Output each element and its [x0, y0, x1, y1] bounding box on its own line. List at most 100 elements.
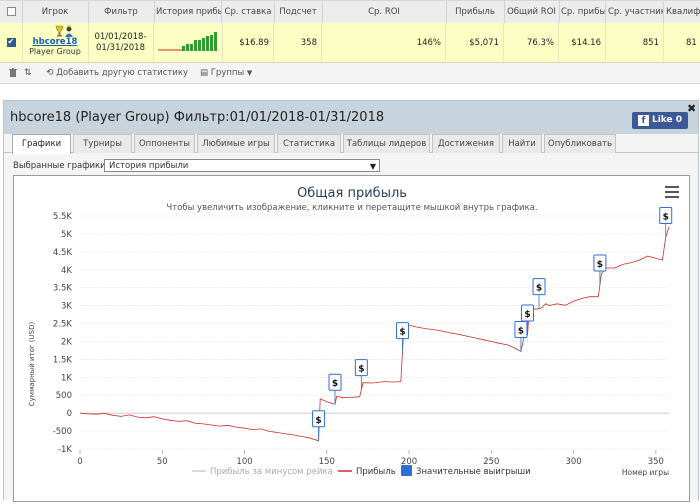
big-win-marker[interactable]: $: [659, 207, 673, 238]
tab-tournaments[interactable]: Турниры: [73, 134, 132, 153]
x-tick-label: 300: [565, 457, 581, 467]
y-tick-label: 5K: [61, 230, 72, 240]
facebook-icon: f: [637, 115, 649, 126]
col-profit[interactable]: Прибыль: [446, 1, 505, 23]
y-tick-label: -1K: [58, 445, 72, 455]
x-tick-label: 150: [319, 457, 335, 467]
chart-grid: [80, 215, 669, 450]
chart-select-value: История прибыли: [109, 161, 189, 171]
big-win-marker[interactable]: $: [514, 320, 528, 352]
col-avg-profit[interactable]: Ср. прибыль: [559, 1, 606, 23]
y-tick-label: 2K: [61, 337, 72, 347]
chart-title: Общая прибыль: [297, 186, 407, 201]
dropdown-arrow-icon: ▼: [369, 162, 376, 171]
col-avg-entrants[interactable]: Ср. участники: [606, 1, 664, 23]
y-tick-label: 3K: [61, 302, 72, 312]
add-stat-label: Добавить другую статистику: [56, 68, 189, 78]
sort-icon[interactable]: ⇅: [24, 68, 32, 78]
facebook-like-button[interactable]: f Like 0: [632, 112, 688, 129]
big-win-marker[interactable]: $: [354, 359, 368, 390]
avg-profit-cell: $14.16: [559, 23, 606, 62]
y-tick-label: 0: [67, 409, 72, 419]
select-all-checkbox[interactable]: [6, 7, 16, 16]
chart-select[interactable]: История прибыли ▼: [104, 159, 380, 172]
col-qualification[interactable]: Квалификация: [666, 7, 700, 17]
panel-header: hbcore18 (Player Group) Фильтр:01/01/201…: [4, 101, 698, 134]
col-avg-stake[interactable]: Ср. ставка: [222, 1, 275, 23]
svg-text:$: $: [597, 260, 603, 270]
col-total-roi[interactable]: Общий ROI: [504, 1, 560, 23]
profit-history-cell[interactable]: [154, 23, 223, 62]
refresh-icon: ⟲: [46, 68, 54, 78]
tab-publish[interactable]: Опубликовать: [544, 134, 616, 153]
big-win-marker[interactable]: $: [593, 254, 607, 286]
select-all-cell[interactable]: [0, 1, 23, 23]
y-tick-label: 1K: [61, 373, 72, 383]
avg-roi-cell: 146%: [322, 23, 446, 62]
row-select-cell[interactable]: [0, 23, 23, 62]
table-row[interactable]: hbcore18 Player Group 01/01/2018-01/31/2…: [0, 23, 700, 63]
legend-rake-label[interactable]: Прибыль за минусом рейка: [210, 467, 333, 477]
big-win-marker[interactable]: $: [312, 410, 326, 441]
chart-select-label: Выбранные графики:: [13, 161, 109, 171]
y-tick-label: 4.5K: [53, 248, 73, 258]
svg-text:$: $: [663, 213, 669, 223]
trophy-icon: [55, 24, 73, 37]
trash-icon[interactable]: [9, 68, 17, 80]
legend-bigwin-label[interactable]: Значительные выигрыши: [416, 467, 531, 477]
col-profit-history[interactable]: История прибыли: [154, 1, 222, 23]
svg-text:$: $: [536, 284, 542, 294]
filter-cell: 01/01/2018-01/31/2018: [88, 23, 154, 62]
like-label: Like 0: [651, 115, 683, 125]
big-win-marker[interactable]: $: [328, 373, 342, 405]
legend-profit-label[interactable]: Прибыль: [356, 467, 396, 477]
y-tick-label: 4K: [61, 266, 72, 276]
player-name-link[interactable]: hbcore18: [32, 37, 78, 47]
svg-text:$: $: [399, 328, 405, 338]
big-win-marker[interactable]: $: [395, 322, 409, 353]
groups-label: Группы: [210, 68, 245, 78]
panel-title: hbcore18 (Player Group) Фильтр:01/01/201…: [10, 110, 385, 125]
y-tick-label: 5.5K: [53, 212, 73, 222]
chart-subtitle: Чтобы увеличить изображение, кликните и …: [166, 203, 537, 213]
tab-statistics[interactable]: Статистика: [277, 134, 341, 153]
profit-cell: $5,071: [446, 23, 504, 62]
profit-series-line: [79, 226, 670, 442]
profit-chart[interactable]: Общая прибыль Чтобы увеличить изображени…: [14, 176, 689, 501]
close-icon[interactable]: ✖: [687, 102, 697, 115]
player-panel: hbcore18 (Player Group) Фильтр:01/01/201…: [3, 100, 699, 502]
col-count[interactable]: Подсчет: [274, 1, 323, 23]
svg-text:$: $: [315, 416, 321, 426]
x-tick-label: 200: [401, 457, 417, 467]
svg-text:$: $: [524, 310, 530, 320]
svg-text:$: $: [332, 379, 338, 389]
tab-achievements[interactable]: Достижения: [432, 134, 500, 153]
player-icons: [54, 24, 76, 41]
col-filter[interactable]: Фильтр: [88, 1, 155, 23]
tab-opponents[interactable]: Оппоненты: [134, 134, 195, 153]
chart-menu-icon[interactable]: [665, 186, 679, 198]
x-tick-label: 50: [157, 457, 168, 467]
chart-container[interactable]: Общая прибыль Чтобы увеличить изображени…: [13, 175, 690, 502]
tab-favorite-games[interactable]: Любимые игры: [197, 134, 275, 153]
tab-charts[interactable]: Графики: [12, 134, 71, 154]
tab-leaderboards[interactable]: Таблицы лидеров: [343, 134, 430, 153]
col-player[interactable]: Игрок: [22, 1, 89, 23]
add-stat-link[interactable]: ⟲ Добавить другую статистику: [46, 68, 188, 78]
chevron-down-icon: ▼: [246, 69, 253, 77]
y-tick-label: -500: [53, 427, 72, 437]
x-tick-label: 250: [483, 457, 499, 467]
big-win-marker[interactable]: $: [532, 278, 546, 309]
x-tick-label: 350: [648, 457, 664, 467]
big-win-marker[interactable]: $: [521, 304, 535, 336]
col-avg-roi[interactable]: Ср. ROI: [322, 1, 447, 23]
row-checkbox[interactable]: [6, 37, 16, 47]
y-axis-ticks: -1K -500 0 500 1K 1.5K 2K 2.5K 3K 3.5K 4K 4.5K 5K 5.5…: [53, 212, 73, 455]
groups-dropdown[interactable]: ▤ Группы ▼: [200, 68, 252, 78]
avg-stake-cell: $16.89: [222, 23, 274, 62]
player-cell: hbcore18 Player Group: [22, 23, 89, 62]
tab-find[interactable]: Найти: [502, 134, 542, 153]
y-tick-label: 3.5K: [53, 284, 73, 294]
player-group-label: Player Group: [29, 47, 81, 56]
big-win-markers[interactable]: $$$$ $$$$$: [312, 207, 673, 441]
